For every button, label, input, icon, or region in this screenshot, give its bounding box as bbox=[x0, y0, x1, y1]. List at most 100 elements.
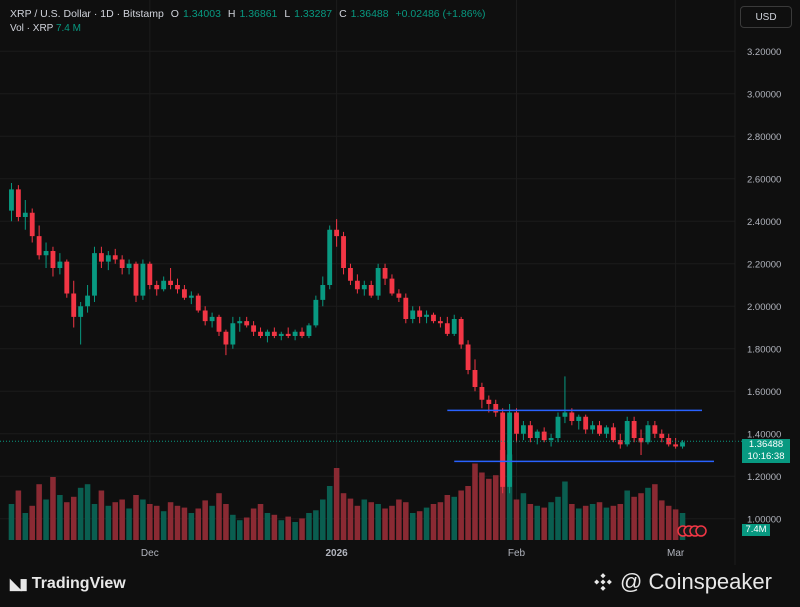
open-value: 1.34003 bbox=[182, 8, 221, 20]
volume-bar bbox=[368, 502, 374, 540]
volume-bar bbox=[153, 505, 160, 540]
tradingview-logo: ◣▮ TradingView bbox=[10, 575, 126, 593]
change-value: +0.02486 (+1.86%) bbox=[395, 8, 486, 20]
volume-bar bbox=[278, 520, 285, 540]
candle-body bbox=[437, 321, 443, 324]
candle-body bbox=[237, 321, 243, 324]
candle-body bbox=[313, 299, 319, 326]
candle-body bbox=[216, 316, 222, 332]
x-tick-label: 2026 bbox=[325, 548, 348, 559]
candle-body bbox=[64, 261, 70, 294]
volume-bar bbox=[617, 504, 624, 540]
volume-tag: 7.4M bbox=[742, 524, 770, 536]
candle-body bbox=[271, 331, 277, 336]
candle-body bbox=[403, 297, 409, 319]
candle-body bbox=[569, 412, 575, 421]
volume-bar bbox=[133, 495, 139, 540]
candle-body bbox=[299, 331, 305, 336]
x-tick-label: Dec bbox=[141, 548, 159, 559]
candle-body bbox=[431, 314, 436, 322]
candle-body bbox=[548, 438, 554, 441]
volume-bar bbox=[257, 504, 264, 540]
candle-body bbox=[57, 261, 63, 268]
candle-body bbox=[583, 416, 589, 430]
volume-bar bbox=[236, 520, 243, 540]
volume-label[interactable]: Vol · XRP bbox=[10, 23, 54, 34]
candle-body bbox=[71, 293, 77, 317]
volume-value: 7.4 M bbox=[55, 23, 81, 34]
candle-body bbox=[292, 331, 298, 336]
candle-body bbox=[244, 321, 250, 326]
candle-body bbox=[368, 285, 374, 296]
candle-body bbox=[479, 387, 485, 400]
candle-body bbox=[36, 236, 42, 256]
candle-body bbox=[161, 280, 167, 290]
volume-bar bbox=[29, 505, 35, 540]
y-tick-label: 2.80000 bbox=[747, 132, 781, 143]
y-tick-label: 1.20000 bbox=[747, 472, 781, 483]
y-tick-label: 2.00000 bbox=[747, 302, 781, 313]
volume-bar bbox=[209, 505, 215, 540]
volume-bar bbox=[22, 513, 29, 540]
volume-bar bbox=[430, 504, 437, 540]
candle-body bbox=[50, 251, 56, 268]
candle-body bbox=[389, 278, 395, 294]
volume-bar bbox=[91, 504, 98, 540]
volume-bar bbox=[382, 508, 388, 540]
tradingview-icon: ◣▮ bbox=[10, 576, 28, 593]
volume-bar bbox=[167, 502, 174, 540]
y-tick-label: 1.00000 bbox=[747, 514, 781, 525]
candle-body bbox=[354, 280, 360, 290]
volume-bar bbox=[299, 518, 305, 540]
volume-header: Vol · XRP 7.4 M bbox=[10, 23, 81, 34]
candle-body bbox=[140, 263, 146, 296]
candle-body bbox=[624, 421, 630, 445]
candle-body bbox=[424, 314, 429, 317]
volume-bar bbox=[472, 463, 478, 540]
candle-body bbox=[486, 399, 492, 404]
candle-body bbox=[527, 425, 533, 438]
symbol-name[interactable]: XRP / U.S. Dollar · 1D · Bitstamp bbox=[10, 8, 164, 20]
candle-body bbox=[444, 323, 450, 334]
volume-bar bbox=[624, 490, 630, 540]
candle-body bbox=[258, 331, 263, 336]
binance-icon bbox=[594, 573, 612, 591]
high-value: 1.36861 bbox=[239, 8, 278, 20]
volume-bar bbox=[147, 504, 153, 540]
volume-bar bbox=[486, 478, 492, 540]
volume-bar bbox=[541, 507, 547, 540]
candle-body bbox=[375, 268, 381, 296]
volume-bar bbox=[451, 496, 458, 540]
y-tick-label: 2.60000 bbox=[747, 174, 781, 185]
candle-body bbox=[534, 431, 540, 438]
volume-bar bbox=[112, 502, 119, 540]
candle-body bbox=[29, 212, 35, 237]
candle-body bbox=[168, 280, 174, 285]
candle-body bbox=[22, 212, 28, 217]
volume-bar bbox=[84, 484, 91, 540]
candle-body bbox=[230, 323, 236, 345]
volume-bar bbox=[409, 513, 416, 540]
volume-bar bbox=[43, 499, 49, 540]
candle-body bbox=[507, 412, 513, 487]
coinspeaker-logo: @ Coinspeaker bbox=[594, 569, 772, 595]
y-tick-label: 3.20000 bbox=[747, 47, 781, 58]
volume-bar bbox=[320, 499, 326, 540]
candle-body bbox=[465, 344, 471, 370]
volume-bar bbox=[631, 496, 637, 540]
currency-button[interactable]: USD bbox=[740, 6, 792, 28]
candle-body bbox=[105, 255, 111, 262]
y-tick-label: 1.80000 bbox=[747, 344, 781, 355]
candle-body bbox=[85, 295, 90, 307]
volume-bar bbox=[140, 499, 146, 540]
volume-bar bbox=[50, 477, 56, 540]
candle-body bbox=[590, 425, 596, 430]
candle-body bbox=[597, 425, 602, 434]
low-label: L bbox=[284, 8, 291, 20]
volume-bar bbox=[243, 517, 250, 540]
candle-body bbox=[78, 306, 84, 317]
volume-bar bbox=[160, 511, 167, 540]
low-value: 1.33287 bbox=[294, 8, 333, 20]
volume-bar bbox=[444, 495, 451, 540]
